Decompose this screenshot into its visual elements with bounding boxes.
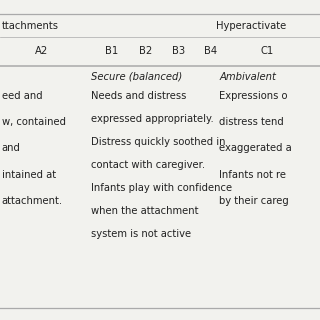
Text: attachment.: attachment. <box>2 196 63 206</box>
Text: B1: B1 <box>105 46 119 56</box>
Text: Infants play with confidence: Infants play with confidence <box>91 183 232 193</box>
Text: eed and: eed and <box>2 91 42 101</box>
Text: intained at: intained at <box>2 170 56 180</box>
Text: B4: B4 <box>204 46 217 56</box>
Text: and: and <box>2 143 20 154</box>
Text: expressed appropriately.: expressed appropriately. <box>91 114 214 124</box>
Text: by their careg: by their careg <box>219 196 289 206</box>
Text: Infants not re: Infants not re <box>219 170 286 180</box>
Text: exaggerated a: exaggerated a <box>219 143 292 154</box>
Text: B2: B2 <box>139 46 152 56</box>
Text: w, contained: w, contained <box>2 117 66 127</box>
Text: when the attachment: when the attachment <box>91 206 199 216</box>
Text: Expressions o: Expressions o <box>219 91 288 101</box>
Text: A2: A2 <box>35 46 48 56</box>
Text: Secure (balanced): Secure (balanced) <box>91 72 182 82</box>
Text: system is not active: system is not active <box>91 229 191 239</box>
Text: Needs and distress: Needs and distress <box>91 91 187 101</box>
Text: C1: C1 <box>260 46 274 56</box>
Text: Ambivalent: Ambivalent <box>219 72 276 82</box>
Text: distress tend: distress tend <box>219 117 284 127</box>
Text: Distress quickly soothed in: Distress quickly soothed in <box>91 137 226 147</box>
Text: ttachments: ttachments <box>2 20 59 31</box>
Text: B3: B3 <box>172 46 185 56</box>
Text: Hyperactivate: Hyperactivate <box>216 20 286 31</box>
Text: contact with caregiver.: contact with caregiver. <box>91 160 205 170</box>
